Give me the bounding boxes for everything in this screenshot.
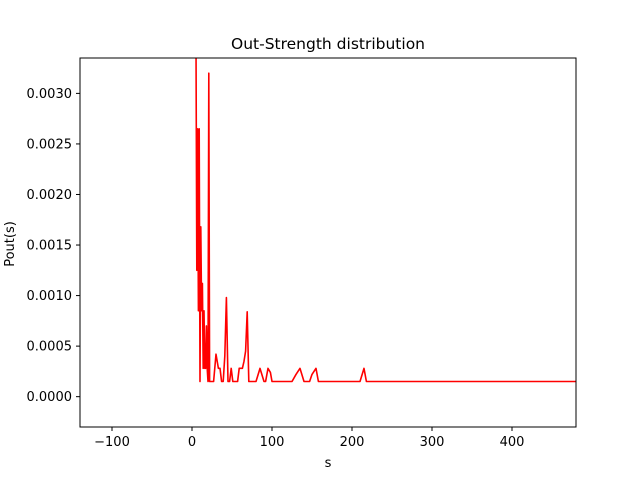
x-tick-label: 300	[420, 435, 445, 450]
series-line-0	[195, 58, 576, 383]
x-axis: −100 0 100 200 300 400	[94, 427, 524, 450]
y-tick-label: 0.0020	[27, 188, 73, 203]
y-axis: 0.0000 0.0005 0.0010 0.0015 0.0020 0.0025 0.00…	[27, 87, 80, 405]
y-axis-label: Pout(s)	[3, 221, 18, 267]
y-tick-label: 0.0025	[27, 137, 73, 152]
x-tick-label: 400	[500, 435, 525, 450]
x-tick-label: 0	[188, 435, 196, 450]
y-tick-label: 0.0000	[27, 390, 73, 405]
x-tick-label: −100	[94, 435, 130, 450]
x-axis-label: s	[325, 456, 332, 471]
plot-area	[79, 57, 577, 428]
y-tick-label: 0.0005	[27, 340, 73, 355]
axes-frame	[79, 57, 577, 428]
y-tick-label: 0.0015	[27, 239, 73, 254]
y-tick-label: 0.0030	[27, 87, 73, 102]
y-tick-label: 0.0010	[27, 289, 73, 304]
x-tick-label: 100	[260, 435, 285, 450]
x-tick-label: 200	[340, 435, 365, 450]
chart-title: Out-Strength distribution	[231, 35, 425, 53]
